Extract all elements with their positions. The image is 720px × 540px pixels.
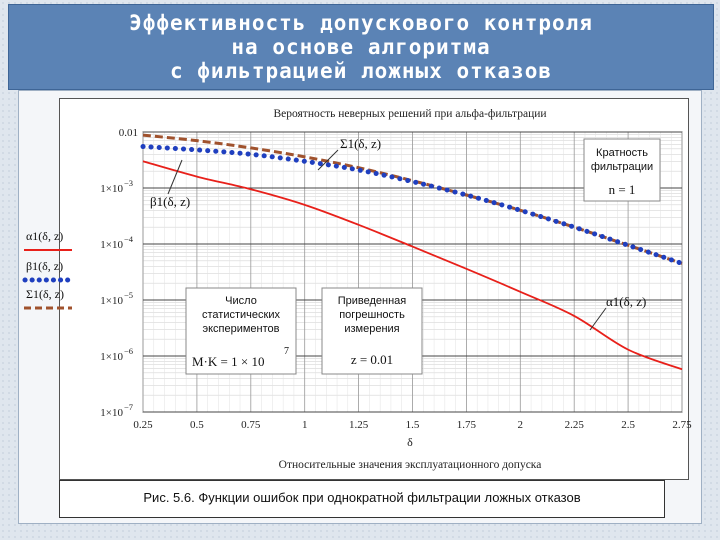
error-line-1: Приведенная xyxy=(338,295,407,307)
experiments-line-2: статистических xyxy=(202,309,280,321)
mk-label: M·K = 1 × 10 xyxy=(192,354,264,369)
beta-label-pointer xyxy=(167,159,183,195)
slide-title: Эффективность допускового контроля на ос… xyxy=(8,4,714,90)
x-tick-label: 0.5 xyxy=(190,419,204,431)
y-tick-label: 1×10 xyxy=(100,295,123,307)
x-tick-label: 2.25 xyxy=(565,419,585,431)
y-tick-exponent: −5 xyxy=(124,290,133,300)
y-tick-label: 1×10 xyxy=(100,183,123,195)
legend-label-alpha: α1(δ, z) xyxy=(26,229,63,243)
chart-legend: α1(δ, z) β1(δ, z) Σ1(δ, z) xyxy=(22,229,75,310)
experiments-line-3: экспериментов xyxy=(202,323,279,335)
error-line-2: погрешность xyxy=(339,309,405,321)
x-tick-label: 0.25 xyxy=(133,419,153,431)
sigma-curve-label: Σ1(δ, z) xyxy=(340,136,381,151)
experiments-box xyxy=(185,287,297,375)
x-tick-label: 1.25 xyxy=(349,419,369,431)
y-tick-exponent: −6 xyxy=(124,346,133,356)
y-tick-label: 0.01 xyxy=(119,127,138,139)
y-tick-exponent: −4 xyxy=(124,234,134,244)
x-axis-subtitle: Относительные значения эксплуатационного… xyxy=(279,459,542,471)
title-line-1: Эффективность допускового контроля xyxy=(129,11,593,35)
error-line-3: измерения xyxy=(344,323,399,335)
alpha-curve-label: α1(δ, z) xyxy=(606,294,646,309)
title-line-3: с фильтрацией ложных отказов xyxy=(169,59,552,83)
x-tick-label: 2.5 xyxy=(621,419,635,431)
multiplicity-line-2: фильтрации xyxy=(591,161,653,173)
y-tick-label: 1×10 xyxy=(100,407,123,419)
multiplicity-line-1: Кратность xyxy=(596,147,648,159)
y-tick-exponent: −3 xyxy=(124,178,133,188)
x-tick-label: 0.75 xyxy=(241,419,261,431)
chart-title: Вероятность неверных решений при альфа-ф… xyxy=(273,108,546,120)
y-tick-exponent: −7 xyxy=(124,402,133,412)
legend-label-beta: β1(δ, z) xyxy=(26,259,63,273)
measurement-error-box xyxy=(321,287,423,375)
x-tick-label: 2 xyxy=(518,419,524,431)
sigma-label-pointer xyxy=(317,149,339,171)
figure-caption: Рис. 5.6. Функции ошибок при однократной… xyxy=(143,490,581,505)
n-label: n = 1 xyxy=(609,182,636,197)
x-axis-label: δ xyxy=(407,435,413,449)
multiplicity-box xyxy=(583,138,661,202)
legend-label-sigma: Σ1(δ, z) xyxy=(26,287,64,301)
figure-caption-box: Рис. 5.6. Функции ошибок при однократной… xyxy=(59,480,665,518)
x-tick-label: 1.5 xyxy=(406,419,420,431)
x-tick-label: 1 xyxy=(302,419,308,431)
mk-exponent: 7 xyxy=(284,346,289,357)
series-line-alpha xyxy=(142,160,683,371)
z-label: z = 0.01 xyxy=(351,352,393,367)
y-tick-label: 1×10 xyxy=(100,239,123,251)
x-tick-label: 2.75 xyxy=(672,419,692,431)
title-line-2: на основе алгоритма xyxy=(231,35,491,59)
x-tick-label: 1.75 xyxy=(457,419,477,431)
series-line-sigma xyxy=(142,133,683,265)
y-tick-label: 1×10 xyxy=(100,351,123,363)
beta-curve-label: β1(δ, z) xyxy=(150,194,190,209)
experiments-line-1: Число xyxy=(225,295,257,307)
alpha-label-pointer xyxy=(589,307,607,331)
